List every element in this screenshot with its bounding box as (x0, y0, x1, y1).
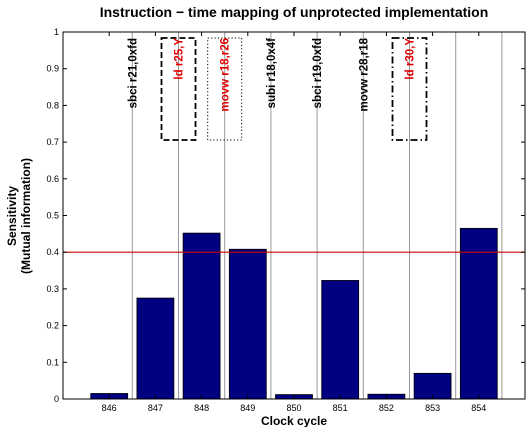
x-tick-label-852: 852 (379, 403, 394, 413)
y-tick-label: 0.8 (46, 100, 59, 110)
instruction-label-3: movw r18,r26 (220, 38, 232, 112)
y-tick-label: 0.3 (46, 284, 59, 294)
y-tick-label: 0.4 (46, 247, 59, 257)
y-tick-label: 0.9 (46, 64, 59, 74)
y-tick-label: 0.2 (46, 321, 59, 331)
y-tick-label: 1 (54, 27, 59, 37)
instruction-label-2: ld r25,Y (174, 38, 186, 80)
y-tick-label: 0.7 (46, 137, 59, 147)
instruction-label-1: sbci r21,0xfd (127, 38, 139, 108)
bar-851 (321, 280, 360, 400)
x-tick-label-853: 853 (425, 403, 440, 413)
x-tick-label-854: 854 (471, 403, 486, 413)
x-tick-label-847: 847 (148, 403, 163, 413)
instruction-label-5: sbci r19,0xfd (312, 38, 324, 108)
bar-849 (228, 248, 267, 400)
bar-854 (459, 227, 498, 400)
x-tick-label-849: 849 (240, 403, 255, 413)
x-axis-label: Clock cycle (261, 414, 327, 427)
bar-848 (182, 232, 221, 400)
x-tick-label-851: 851 (333, 403, 348, 413)
y-tick-label: 0.6 (46, 174, 59, 184)
y-tick-label: 0 (54, 394, 59, 404)
y-axis-label-line-2: (Mutual information) (19, 158, 33, 274)
y-tick-label: 0.1 (46, 357, 59, 367)
instruction-box-3 (207, 37, 243, 141)
plot-area: sbci r21,0xfd ld r25,Y movw r18,r26 subi r1… (46, 27, 526, 413)
y-axis-label-line-1: Sensitivity (5, 186, 19, 246)
y-tick-label: 0.5 (46, 211, 59, 221)
instruction-label-7: ld r30,Y (405, 38, 417, 80)
chart-title: Instruction − time mapping of unprotecte… (100, 4, 489, 20)
x-tick-label-850: 850 (286, 403, 301, 413)
x-tick-label-848: 848 (194, 403, 209, 413)
x-tick-label-846: 846 (102, 403, 117, 413)
bar-847 (136, 297, 175, 400)
instruction-box-7 (391, 37, 428, 141)
instruction-label-4: subi r18,0x4f (266, 38, 278, 108)
instruction-box-2 (160, 37, 197, 141)
instruction-label-6: movw r28,r18 (358, 37, 370, 111)
